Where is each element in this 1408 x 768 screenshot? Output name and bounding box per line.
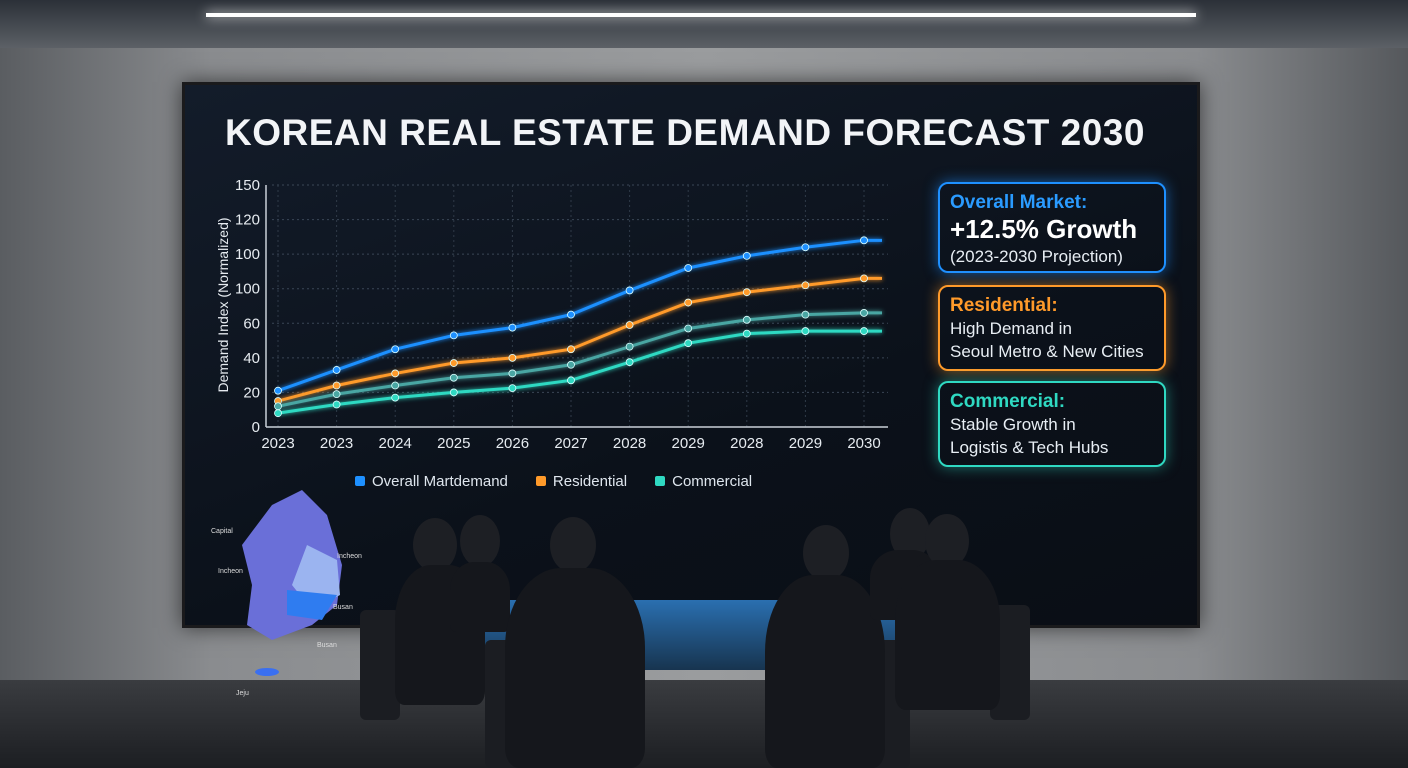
y-tick-label: 60 [243, 315, 260, 332]
x-tick-label: 2024 [379, 435, 412, 452]
data-point [684, 264, 693, 272]
map-label: Incheon [218, 568, 243, 575]
map-label: Incheon [337, 553, 362, 560]
data-point [684, 324, 693, 333]
map-label: Busan [317, 642, 337, 649]
person [765, 575, 885, 768]
x-tick-label: 2023 [320, 435, 353, 452]
data-point [508, 384, 517, 393]
x-tick-label: 2027 [554, 435, 587, 452]
data-point [391, 381, 400, 390]
data-point [860, 309, 868, 317]
person-head [413, 518, 457, 572]
commercial-card: Commercial: Stable Growth in Logistis & … [938, 381, 1166, 467]
data-point [625, 286, 634, 295]
map-label: Capital [211, 528, 233, 535]
x-tick-label: 2028 [730, 435, 763, 452]
data-point [567, 345, 575, 354]
display-screen [182, 82, 1200, 628]
data-point [567, 376, 575, 385]
series-line-2 [277, 311, 882, 408]
person [505, 568, 645, 768]
person-head [803, 525, 849, 581]
floor [0, 680, 1408, 768]
data-point [567, 310, 575, 319]
y-tick-label: 100 [235, 246, 260, 263]
data-point [801, 281, 810, 290]
data-point [332, 400, 341, 409]
x-tick-label: 2023 [261, 435, 294, 452]
data-point [332, 366, 341, 374]
data-point [274, 386, 282, 395]
x-tick-label: 2029 [789, 435, 822, 452]
person-head [550, 517, 596, 573]
data-point [742, 315, 751, 324]
overall-market-card: Overall Market: +12.5% Growth (2023-2030… [938, 182, 1166, 273]
data-point [449, 331, 458, 340]
series-line-3 [277, 329, 882, 415]
data-point [508, 369, 517, 378]
data-point [391, 345, 400, 354]
series-line-1 [277, 276, 882, 403]
person-head [460, 515, 500, 567]
data-point [449, 359, 458, 367]
residential-card: Residential: High Demand in Seoul Metro … [938, 285, 1166, 371]
data-point [742, 288, 751, 297]
data-point [860, 236, 868, 245]
legend-overall: Overall Martdemand [355, 473, 508, 490]
x-tick-label: 2026 [496, 435, 529, 452]
chart-title: KOREAN REAL ESTATE DEMAND FORECAST 2030 [225, 112, 1145, 153]
x-tick-label: 2028 [613, 435, 646, 452]
data-point [742, 329, 751, 338]
data-point [274, 402, 282, 411]
x-tick-label: 2025 [437, 435, 470, 452]
x-tick-label: 2029 [672, 435, 705, 452]
data-point [625, 321, 634, 329]
y-tick-label: 0 [252, 419, 260, 436]
data-point [391, 393, 400, 402]
person-head [925, 514, 969, 568]
legend-commercial: Commercial [655, 473, 752, 490]
data-point [508, 323, 517, 332]
data-point [449, 373, 458, 382]
data-point [274, 409, 282, 418]
chair [360, 610, 400, 720]
person [450, 562, 510, 632]
data-point [449, 388, 458, 397]
data-point [332, 390, 341, 399]
data-point [567, 360, 575, 369]
ceiling-light [206, 13, 1196, 17]
data-point [801, 327, 810, 335]
data-point [684, 298, 693, 307]
data-point [860, 327, 868, 335]
series-line-0 [277, 238, 882, 393]
data-point [625, 358, 634, 367]
x-tick-label: 2030 [847, 435, 880, 452]
y-tick-label: 100 [235, 281, 260, 298]
y-tick-label: 150 [235, 177, 260, 194]
data-point [801, 243, 810, 252]
data-point [801, 310, 810, 319]
y-tick-label: 120 [235, 212, 260, 229]
data-point [625, 342, 634, 351]
map-label: Jeju [236, 690, 249, 697]
data-point [332, 381, 341, 390]
person [895, 560, 1000, 710]
y-axis-label: Demand Index (Normalized) [215, 217, 231, 392]
legend-residential: Residential [535, 473, 627, 490]
ceiling [0, 0, 1408, 48]
y-tick-label: 20 [243, 384, 260, 401]
map-label: Busan [333, 604, 353, 611]
data-point [742, 251, 751, 260]
korea-map [242, 490, 342, 676]
data-point [391, 369, 400, 378]
chart-legend: Overall Martdemand Residential Commercia… [355, 473, 752, 490]
y-tick-label: 40 [243, 350, 260, 367]
data-point [508, 353, 517, 362]
data-point [860, 274, 868, 283]
data-point [684, 339, 693, 348]
